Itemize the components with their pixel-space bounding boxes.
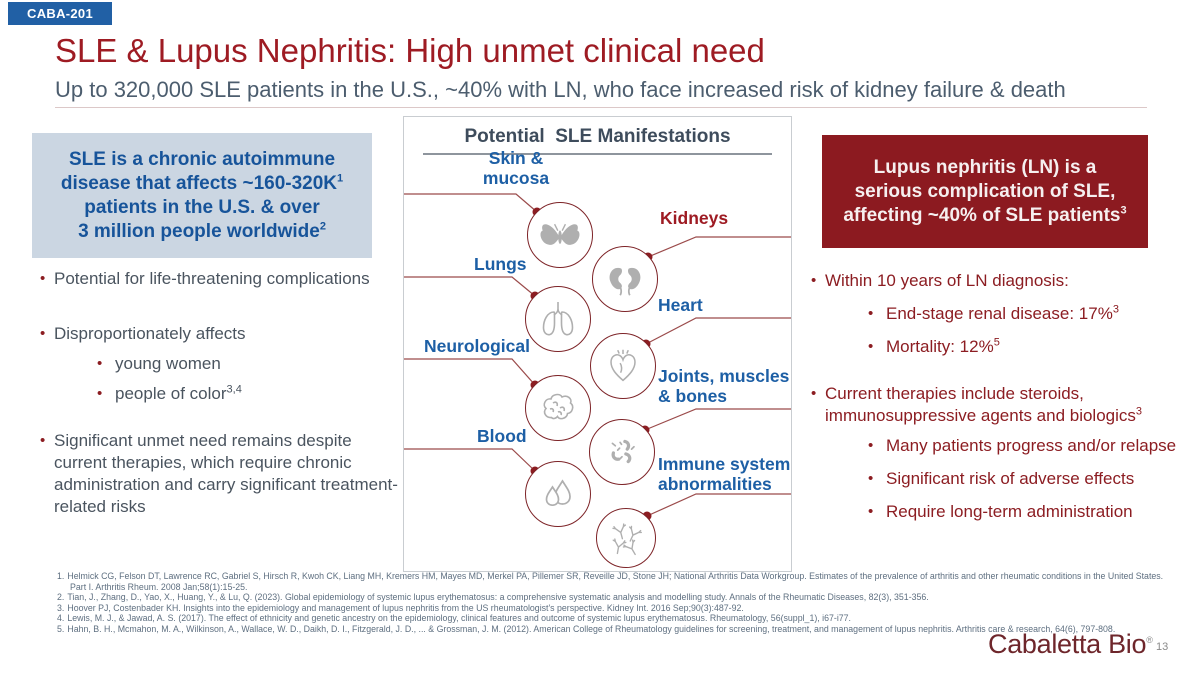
butterfly-icon (540, 223, 580, 245)
reference-item: 4. Lewis, M. J., & Jawad, A. S. (2017). T… (57, 613, 852, 624)
list-item: • people of color3,4 (32, 383, 398, 405)
ln-highlight-box: Lupus nephritis (LN) is a serious compli… (822, 135, 1148, 248)
highlight-line: affecting ~40% of SLE patients3 (843, 204, 1127, 226)
registered-mark: ® (1146, 635, 1153, 645)
bullet-icon: • (40, 432, 46, 449)
heart-icon (610, 349, 636, 382)
header-divider (55, 107, 1147, 108)
bullet-icon: • (868, 503, 874, 520)
bullet-icon: • (40, 270, 46, 287)
bullet-icon: • (811, 272, 817, 289)
footnote-sup: 1 (337, 172, 344, 185)
sle-manifestations-diagram: Potential SLE Manifestations Skin & m (403, 116, 792, 572)
list-item: • Within 10 years of LN diagnosis: (803, 270, 1198, 292)
bullet-icon: • (97, 385, 103, 402)
joints-muscles-bones-icon (611, 439, 635, 464)
diagram-label-immune-system: Immune system abnormalities (658, 454, 791, 494)
bullet-icon: • (97, 355, 103, 372)
reference-item: 1. Helmick CG, Felson DT, Lawrence RC, Ga… (57, 571, 1164, 592)
highlight-line: disease that affects ~160-320K1 (60, 172, 344, 194)
company-logo: Cabaletta Bio® (988, 629, 1153, 660)
diagram-title-underline (423, 153, 772, 155)
reference-item: 2. Tian, J., Zhang, D., Yao, X., Huang, Y… (57, 592, 929, 603)
list-item: • Significant risk of adverse effects (803, 468, 1198, 490)
list-item: • Disproportionately affects (32, 323, 398, 345)
bullet-icon: • (40, 325, 46, 342)
page-subtitle: Up to 320,000 SLE patients in the U.S., … (55, 77, 1066, 102)
manifestation-circle-kidneys (592, 246, 658, 312)
diagram-label-blood: Blood (477, 426, 527, 446)
highlight-line: SLE is a chronic autoimmune (68, 148, 336, 170)
manifestation-circle-lungs (525, 286, 591, 352)
sle-highlight-box: SLE is a chronic autoimmune disease that… (32, 133, 372, 258)
footnote-sup: 3 (1120, 204, 1127, 217)
footnote-sup: 3,4 (226, 383, 242, 396)
diagram-label-lungs: Lungs (474, 254, 527, 274)
bullet-icon: • (811, 385, 817, 402)
diagram-label-neurological: Neurological (424, 336, 530, 356)
lungs-icon (542, 302, 574, 336)
sle-bullet-list: • Potential for life-threatening complic… (32, 268, 398, 518)
reference-item: 3. Hoover PJ, Costenbader KH. Insights in… (57, 602, 744, 613)
manifestation-circle-neurological (525, 375, 591, 441)
footnote-sup: 2 (319, 220, 326, 233)
bullet-icon: • (868, 305, 874, 322)
manifestation-circle-joints (589, 419, 655, 485)
program-badge: CABA-201 (8, 2, 112, 25)
footnote-sup: 3 (1135, 405, 1143, 418)
bullet-icon: • (868, 437, 874, 454)
footnote-sup: 3 (1112, 303, 1119, 316)
antibodies-icon (612, 523, 642, 556)
highlight-line: 3 million people worldwide2 (78, 220, 326, 242)
list-item: • End-stage renal disease: 17%3 (803, 303, 1198, 325)
diagram-label-kidneys: Kidneys (660, 208, 729, 228)
list-item: • Current therapies include steroids, im… (803, 383, 1198, 427)
reference-item: 5. Hahn, B. H., Mcmahon, M. A., Wilkinson… (57, 623, 1116, 634)
highlight-line: serious complication of SLE, (854, 180, 1116, 202)
brain-icon (543, 393, 574, 420)
list-item: • young women (32, 353, 398, 375)
list-item: • Many patients progress and/or relapse (803, 435, 1198, 457)
manifestation-circle-blood (525, 461, 591, 527)
diagram-label-heart: Heart (658, 295, 703, 315)
page-number: 13 (1156, 641, 1169, 653)
list-item: • Potential for life-threatening complic… (32, 268, 398, 290)
list-item: • Mortality: 12%5 (803, 336, 1198, 358)
diagram-title: Potential SLE Manifestations (464, 126, 731, 147)
bullet-icon: • (868, 338, 874, 355)
highlight-line: Lupus nephritis (LN) is a (873, 156, 1097, 178)
kidneys-icon (609, 267, 641, 296)
page-title: SLE & Lupus Nephritis: High unmet clinic… (55, 32, 765, 69)
bullet-icon: • (868, 470, 874, 487)
diagram-label-skin-mucosa: Skin & mucosa (482, 148, 550, 188)
highlight-line: patients in the U.S. & over (84, 196, 320, 218)
list-item: • Significant unmet need remains despite… (32, 430, 398, 518)
manifestation-circle-heart (590, 333, 656, 399)
manifestation-circle-skin (527, 202, 593, 268)
program-badge-label: CABA-201 (27, 6, 93, 21)
diagram-label-joints-muscles-bones: Joints, muscles & bones (658, 366, 790, 406)
footnote-sup: 5 (993, 336, 1000, 349)
company-logo-text: Cabaletta Bio (988, 629, 1147, 659)
ln-bullet-list: • Within 10 years of LN diagnosis: • End… (803, 270, 1198, 523)
manifestation-circle-immune (596, 508, 656, 568)
list-item: • Require long-term administration (803, 501, 1198, 523)
blood-drops-icon (545, 479, 571, 507)
references: 1. Helmick CG, Felson DT, Lawrence RC, Ga… (57, 571, 1165, 635)
